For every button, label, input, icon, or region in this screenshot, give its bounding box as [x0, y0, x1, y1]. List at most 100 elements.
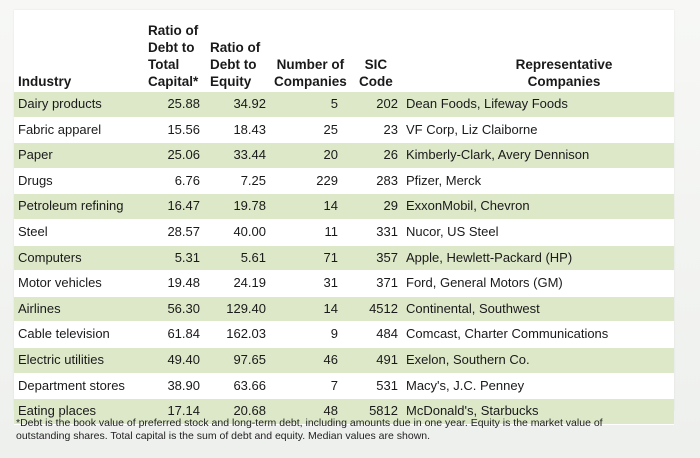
cell-debt-to-equity: 7.25	[240, 172, 266, 188]
cell-debt-to-equity: 20.68	[233, 403, 266, 419]
table-row: Eating places 17.14 20.68 48 5812 McDonald's,…	[14, 399, 674, 425]
cell-industry: Fabric apparel	[18, 121, 102, 137]
cell-number-of-companies: 46	[323, 351, 338, 367]
cell-number-of-companies: 20	[323, 147, 338, 163]
cell-sic-code: 531	[376, 377, 398, 393]
table-body: Dairy products 25.88 34.92 5 202 Dean Foods, …	[14, 92, 674, 425]
cell-debt-to-capital: 19.48	[167, 275, 200, 291]
cell-industry: Eating places	[18, 403, 97, 419]
table-row: Dairy products 25.88 34.92 5 202 Dean Foods, …	[14, 92, 674, 118]
header-industry: Industry	[18, 73, 71, 90]
table-row: Electric utilities 49.40 97.65 46 491 Exelon,…	[14, 347, 674, 374]
cell-sic-code: 26	[383, 147, 398, 163]
header-line: Equity	[210, 74, 252, 89]
cell-debt-to-capital: 38.90	[167, 377, 200, 393]
header-debt-to-capital: Ratio of Debt to Total Capital*	[148, 22, 198, 90]
cell-representative-companies: Continental, Southwest	[406, 300, 540, 316]
cell-debt-to-equity: 18.43	[233, 121, 266, 137]
cell-debt-to-equity: 24.19	[233, 275, 266, 291]
header-line: Capital*	[148, 74, 199, 89]
cell-representative-companies: Macy's, J.C. Penney	[406, 377, 525, 393]
table-footnote: *Debt is the book value of preferred sto…	[16, 417, 603, 442]
cell-number-of-companies: 48	[323, 403, 338, 419]
table-row: Department stores 38.90 63.66 7 531 Macy's, J…	[14, 373, 674, 400]
cell-debt-to-capital: 28.57	[167, 223, 200, 239]
cell-industry: Computers	[18, 249, 82, 265]
cell-representative-companies: Ford, General Motors (GM)	[406, 275, 563, 291]
header-sic-code: SIC Code	[359, 56, 393, 90]
cell-number-of-companies: 71	[323, 249, 338, 265]
cell-industry: Dairy products	[18, 96, 102, 111]
cell-sic-code: 4512	[369, 300, 398, 316]
cell-debt-to-equity: 97.65	[233, 351, 266, 367]
cell-debt-to-capital: 56.30	[167, 300, 200, 316]
cell-number-of-companies: 11	[324, 223, 339, 239]
table-row: Paper 25.06 33.44 20 26 Kimberly-Clark, Avery…	[14, 143, 674, 169]
cell-representative-companies: Comcast, Charter Communications	[406, 326, 609, 342]
table-row: Motor vehicles 19.48 24.19 31 371 Ford, Gener…	[14, 271, 674, 297]
cell-industry: Paper	[18, 147, 53, 163]
cell-sic-code: 371	[376, 275, 398, 291]
cell-industry: Electric utilities	[18, 351, 104, 367]
cell-sic-code: 29	[383, 198, 398, 214]
header-line: Number of	[276, 57, 345, 72]
cell-sic-code: 491	[376, 351, 398, 367]
cell-sic-code: 283	[376, 172, 398, 188]
cell-debt-to-capital: 16.47	[167, 198, 200, 214]
cell-industry: Department stores	[18, 377, 125, 393]
cell-industry: Airlines	[18, 300, 61, 316]
cell-industry: Petroleum refining	[18, 198, 124, 214]
table-row: Steel 28.57 40.00 11 331 Nucor, US Steel	[14, 219, 674, 246]
cell-number-of-companies: 14	[323, 300, 338, 316]
cell-debt-to-capital: 25.06	[167, 147, 200, 163]
cell-debt-to-capital: 25.88	[167, 96, 200, 111]
table-row: Cable television 61.84 162.03 9 484 Comcast, …	[14, 322, 674, 348]
table-row: Fabric apparel 15.56 18.43 25 23 VF Corp, Liz…	[14, 117, 674, 144]
cell-sic-code: 202	[376, 96, 398, 111]
header-line: Code	[359, 74, 393, 89]
cell-debt-to-capital: 15.56	[167, 121, 200, 137]
cell-debt-to-equity: 162.03	[226, 326, 266, 342]
cell-debt-to-equity: 40.00	[233, 223, 266, 239]
cell-debt-to-capital: 17.14	[167, 403, 200, 419]
cell-sic-code: 357	[376, 249, 398, 265]
header-line: Representative	[515, 57, 613, 72]
cell-debt-to-equity: 63.66	[233, 377, 266, 393]
cell-representative-companies: McDonald's, Starbucks	[406, 403, 539, 419]
table-header: Industry Ratio of Debt to Total Capital*…	[14, 10, 674, 92]
cell-representative-companies: Nucor, US Steel	[406, 223, 499, 239]
cell-number-of-companies: 5	[330, 96, 338, 111]
cell-industry: Drugs	[18, 172, 53, 188]
header-representative-companies: Representative Companies	[464, 56, 664, 90]
cell-representative-companies: ExxonMobil, Chevron	[406, 198, 530, 214]
table-row: Drugs 6.76 7.25 229 283 Pfizer, Merck	[14, 168, 674, 195]
cell-debt-to-capital: 5.31	[174, 249, 200, 265]
cell-debt-to-equity: 5.61	[240, 249, 266, 265]
cell-number-of-companies: 14	[323, 198, 338, 214]
cell-representative-companies: Pfizer, Merck	[406, 172, 482, 188]
table-row: Computers 5.31 5.61 71 357 Apple, Hewlett-Pac…	[14, 245, 674, 272]
cell-representative-companies: Kimberly-Clark, Avery Dennison	[406, 147, 590, 163]
cell-debt-to-equity: 129.40	[226, 300, 266, 316]
cell-number-of-companies: 31	[323, 275, 338, 291]
cell-industry: Steel	[18, 223, 48, 239]
cell-representative-companies: Dean Foods, Lifeway Foods	[406, 96, 568, 111]
cell-representative-companies: VF Corp, Liz Claiborne	[406, 121, 538, 137]
cell-number-of-companies: 7	[330, 377, 338, 393]
cell-representative-companies: Exelon, Southern Co.	[406, 351, 530, 367]
header-line: Companies	[274, 74, 347, 89]
header-debt-to-equity: Ratio of Debt to Equity	[210, 39, 260, 90]
cell-industry: Cable television	[18, 326, 110, 342]
cell-debt-to-capital: 6.76	[174, 172, 200, 188]
cell-number-of-companies: 229	[316, 172, 338, 188]
header-line: Total	[148, 57, 180, 72]
header-industry-label: Industry	[18, 74, 72, 89]
cell-debt-to-equity: 33.44	[233, 147, 266, 163]
cell-sic-code: 484	[376, 326, 398, 342]
cell-debt-to-equity: 34.92	[233, 96, 266, 111]
header-line: Ratio of	[148, 23, 199, 38]
table-row: Petroleum refining 16.47 19.78 14 29 ExxonMob…	[14, 194, 674, 220]
header-line: Debt to	[148, 40, 195, 55]
cell-number-of-companies: 25	[323, 121, 338, 137]
